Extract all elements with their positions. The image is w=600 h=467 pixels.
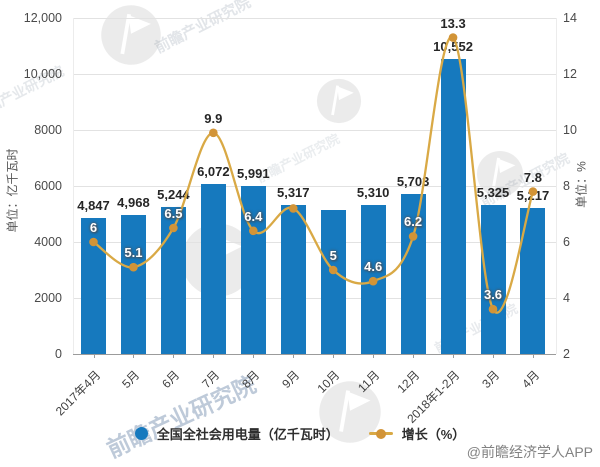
left-axis-tick-label: 4000 (34, 235, 62, 249)
gridline (73, 354, 556, 355)
line-value-label: 6.4 (244, 208, 263, 224)
bar-value-label: 5,703 (396, 174, 430, 190)
gridline (73, 74, 556, 75)
bar (200, 183, 226, 354)
bar (480, 204, 506, 354)
x-axis-tick (453, 354, 455, 358)
legend-label: 增长（%） (401, 427, 466, 442)
right-axis-line (556, 18, 557, 354)
legend-label: 全国全社会用电量（亿千瓦时） (156, 427, 339, 442)
right-axis-title: 单位：% (574, 161, 589, 208)
bar-value-label: 5,325 (476, 184, 510, 200)
source-credit: @前瞻经济学人APP (466, 444, 593, 460)
x-axis-tick (93, 354, 95, 358)
x-axis-tick (293, 354, 295, 358)
x-axis-tick (133, 354, 135, 358)
x-axis-tick (532, 354, 534, 358)
right-axis-tick-label: 6 (563, 235, 570, 249)
watermark-logo-icon (316, 78, 362, 124)
line-value-label: 6.5 (164, 206, 183, 221)
bar (360, 205, 386, 354)
line-value-label: 5.1 (124, 245, 143, 261)
watermark-text: 前瞻产业研究院 (152, 0, 254, 57)
left-axis-tick-label: 0 (55, 347, 62, 361)
line-value-label: 13.3 (440, 15, 466, 31)
bar (81, 218, 106, 354)
right-axis-tick-label: 10 (563, 123, 577, 137)
legend: 全国全社会用电量（亿千瓦时） 增长（%） (0, 424, 600, 443)
bar-value-label: 5,217 (516, 187, 550, 203)
x-axis-tick (413, 354, 415, 358)
line-value-label: 6.2 (404, 214, 423, 230)
left-axis-tick-label: 8000 (34, 123, 62, 137)
bar (320, 210, 346, 354)
bar (120, 214, 146, 354)
bar (440, 58, 466, 354)
bar (280, 205, 306, 354)
bar-value-label: 10,552 (433, 38, 473, 54)
left-axis-tick-label: 10,000 (23, 67, 62, 81)
line-value-label: 4.6 (364, 259, 383, 275)
line-value-label: 7.8 (523, 169, 542, 185)
left-axis-line (73, 18, 74, 354)
bar-value-label: 6,072 (197, 163, 230, 179)
legend-item-consumption: 全国全社会用电量（亿千瓦时） (134, 424, 339, 443)
gridline (73, 18, 556, 19)
x-axis-tick (493, 354, 494, 358)
left-axis-tick-label: 12,000 (23, 11, 62, 25)
legend-item-growth: 增长（%） (368, 424, 466, 443)
bar-series-marker-icon (134, 427, 148, 440)
x-axis-tick (333, 354, 335, 358)
line-value-label: 6 (89, 220, 98, 235)
x-axis-tick (173, 354, 175, 358)
line-value-label: 9.9 (204, 110, 223, 126)
bar (160, 207, 186, 354)
line-value-label: 3.6 (483, 287, 503, 303)
bar-value-label: 5,991 (237, 166, 270, 182)
x-axis-tick (213, 354, 215, 358)
line-series-marker-icon (368, 428, 393, 439)
bar-value-label: 5,244 (157, 187, 190, 203)
bar-value-label: 4,968 (117, 194, 150, 210)
x-axis-tick (253, 354, 255, 358)
right-axis-tick-label: 8 (563, 179, 570, 193)
left-axis-tick-label: 2000 (34, 291, 62, 305)
right-axis-tick-label: 4 (563, 291, 570, 305)
bar-value-label: 5,317 (276, 185, 310, 201)
gridline (73, 130, 556, 131)
bar-value-label: 5,310 (356, 185, 390, 201)
line-value-label: 5 (329, 248, 337, 263)
x-axis-tick (373, 354, 375, 358)
bar-value-label: 4,847 (77, 198, 110, 214)
right-axis-tick-label: 12 (563, 67, 577, 81)
right-axis-tick-label: 14 (563, 11, 577, 25)
watermark-logo-icon (101, 5, 161, 65)
left-axis-tick-label: 6000 (34, 179, 62, 193)
left-axis-title: 单位：亿千瓦时 (5, 148, 20, 233)
right-axis-tick-label: 2 (563, 347, 570, 361)
bar (520, 207, 546, 354)
